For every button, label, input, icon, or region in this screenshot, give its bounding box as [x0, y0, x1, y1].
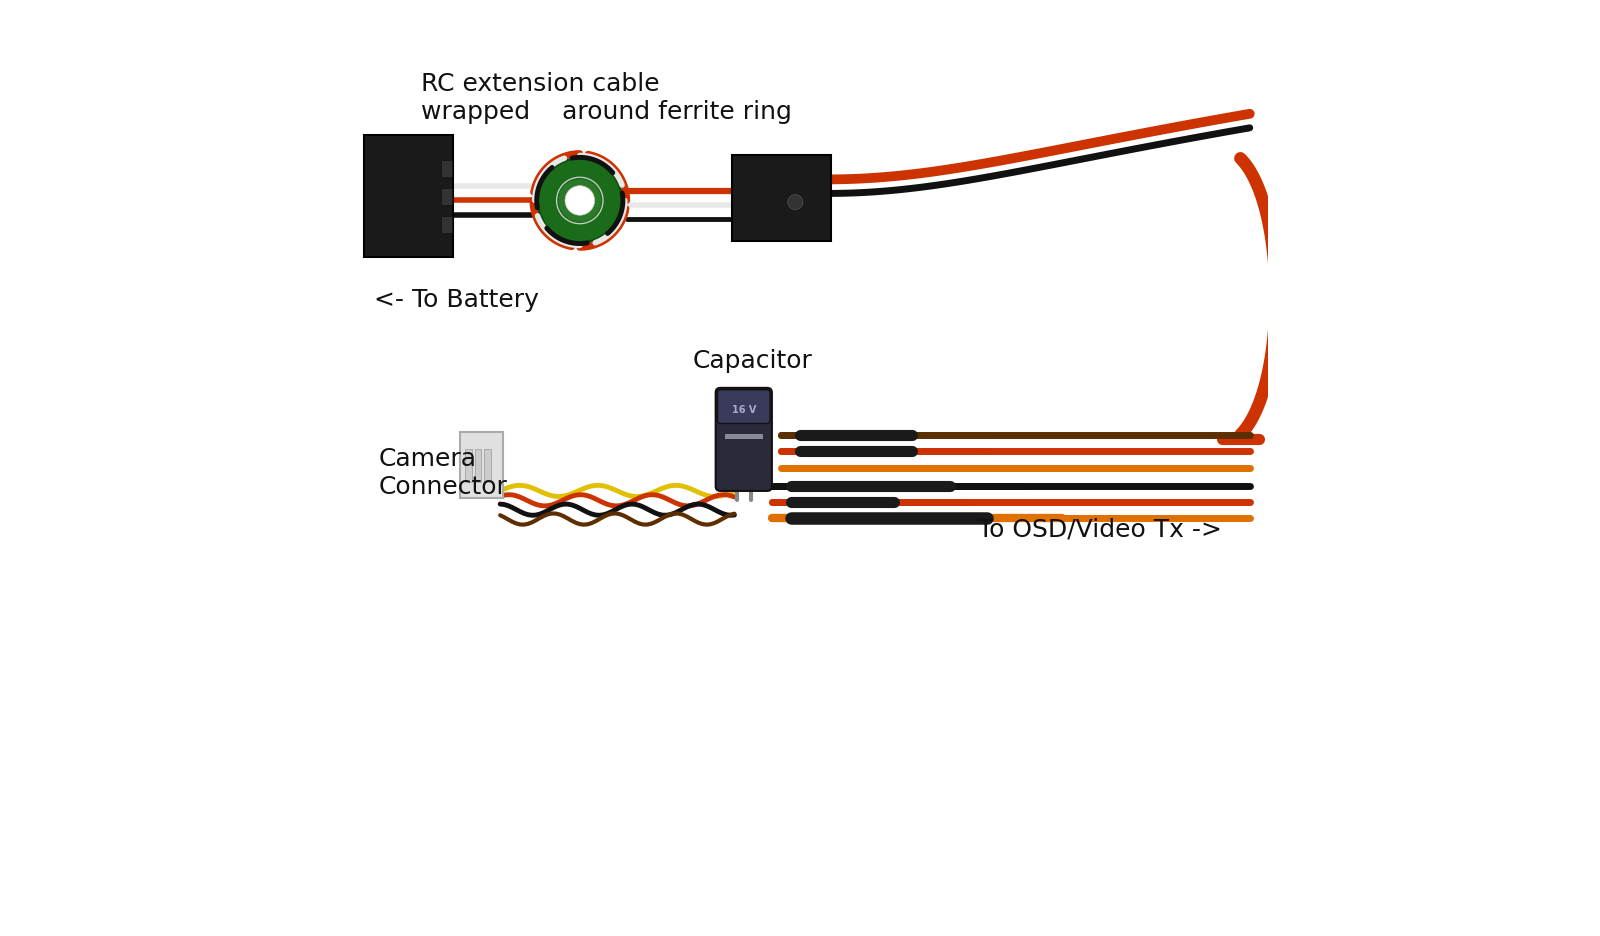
- Circle shape: [557, 178, 603, 225]
- Circle shape: [565, 186, 595, 216]
- Circle shape: [787, 196, 803, 211]
- Circle shape: [538, 159, 622, 243]
- Text: Capacitor: Capacitor: [693, 348, 813, 373]
- FancyBboxPatch shape: [731, 156, 830, 241]
- Bar: [475, 449, 482, 482]
- FancyBboxPatch shape: [717, 390, 770, 424]
- Bar: [442, 161, 453, 178]
- FancyBboxPatch shape: [459, 432, 502, 499]
- FancyBboxPatch shape: [715, 388, 771, 491]
- Bar: [485, 449, 491, 482]
- Bar: [442, 189, 453, 206]
- Circle shape: [558, 180, 602, 223]
- Text: <- To Battery: <- To Battery: [374, 287, 539, 312]
- Text: 16 V: 16 V: [731, 405, 755, 415]
- Text: Camera
Connector: Camera Connector: [378, 446, 507, 499]
- Bar: [442, 217, 453, 234]
- Bar: [725, 434, 763, 440]
- FancyBboxPatch shape: [365, 136, 453, 257]
- Text: To OSD/Video Tx ->: To OSD/Video Tx ->: [978, 517, 1222, 541]
- Text: RC extension cable
wrapped    around ferrite ring: RC extension cable wrapped around ferrit…: [421, 72, 792, 124]
- Bar: [466, 449, 472, 482]
